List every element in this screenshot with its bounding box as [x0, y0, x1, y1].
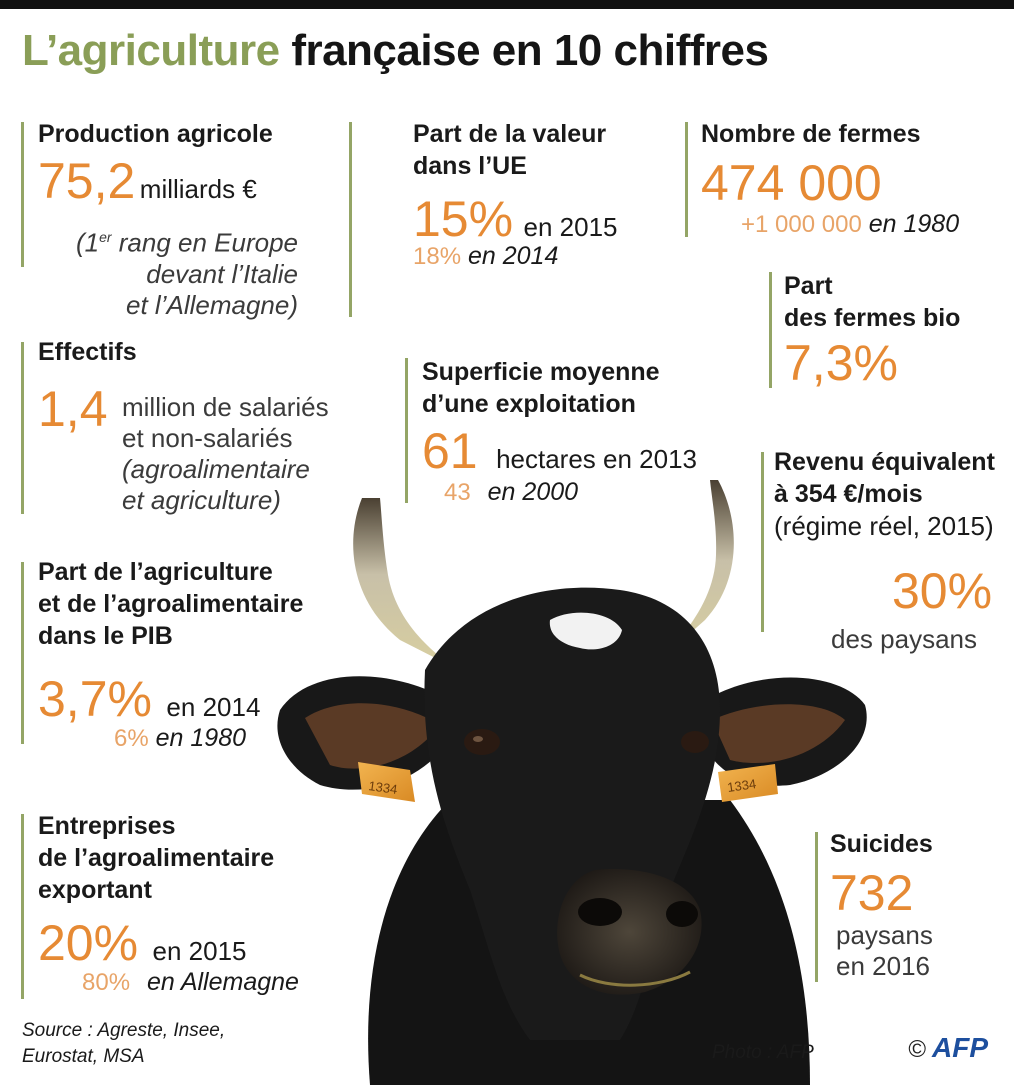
divider-workforce	[21, 342, 24, 514]
title-rest: française en 10 chiffres	[291, 26, 769, 75]
source-note: Source : Agreste, Insee, Eurostat, MSA	[22, 1020, 226, 1067]
ear-tag-right: 1334	[726, 776, 757, 795]
stat-workforce: Effectifs 1,4 million de salariés et non…	[38, 338, 329, 515]
stat-income: Revenu équivalent à 354 €/mois (régime r…	[774, 448, 995, 541]
divider-ue	[349, 122, 352, 317]
stat-unit: milliards €	[139, 174, 257, 204]
stat-value: 474 000	[701, 155, 882, 211]
afp-logo: © AFP	[908, 1032, 988, 1064]
page-title: L’agriculture française en 10 chiffres	[22, 26, 769, 76]
divider-suicides	[815, 832, 818, 982]
cow-photo: 1334 1334	[277, 480, 867, 1085]
title-highlight: L’agriculture	[22, 26, 280, 75]
divider-farms	[685, 122, 688, 237]
stat-note: (1er rang en Europe devant l’Italie et l…	[75, 227, 298, 320]
stat-gdp: Part de l’agriculture et de l’agroalimen…	[38, 558, 304, 752]
stat-farms: Nombre de fermes 474 000 +1 000 000 en 1…	[701, 120, 960, 238]
ear-tag-left: 1334	[368, 778, 399, 797]
income-caption: des paysans	[831, 624, 977, 654]
stat-value: 1,4	[38, 381, 108, 437]
stat-area: Superficie moyenne d’une exploitation 61…	[422, 358, 698, 506]
divider-production	[21, 122, 24, 267]
stat-value: 15%	[413, 191, 514, 247]
stat-value: 20%	[38, 915, 139, 971]
stat-production: Production agricole 75,2 milliards € (1e…	[38, 118, 298, 321]
stat-value: 61	[422, 423, 478, 479]
afp-brand: AFP	[932, 1032, 988, 1063]
stat-value: 732	[830, 865, 914, 921]
divider-gdp	[21, 562, 24, 744]
stat-bio: Part des fermes bio 7,3%	[784, 272, 961, 391]
stat-label: Production agricole	[38, 120, 273, 148]
top-bar	[0, 0, 1014, 9]
stat-value: 7,3%	[784, 335, 898, 391]
stat-value: 75,2	[38, 153, 136, 209]
income-value: 30%	[892, 563, 993, 619]
stat-value: 3,7%	[38, 671, 152, 727]
copyright-icon: ©	[908, 1036, 926, 1063]
stat-export: Entreprises de l’agroalimentaire exporta…	[38, 812, 299, 996]
divider-income	[761, 452, 764, 632]
stat-suicides: Suicides 732 paysans en 2016	[830, 830, 933, 981]
photo-credit: Photo : AFP	[712, 1042, 814, 1063]
stat-ue-share: Part de la valeur dans l’UE 15% en 2015 …	[413, 120, 618, 270]
divider-export	[21, 814, 24, 999]
divider-area	[405, 358, 408, 503]
divider-bio	[769, 272, 772, 388]
